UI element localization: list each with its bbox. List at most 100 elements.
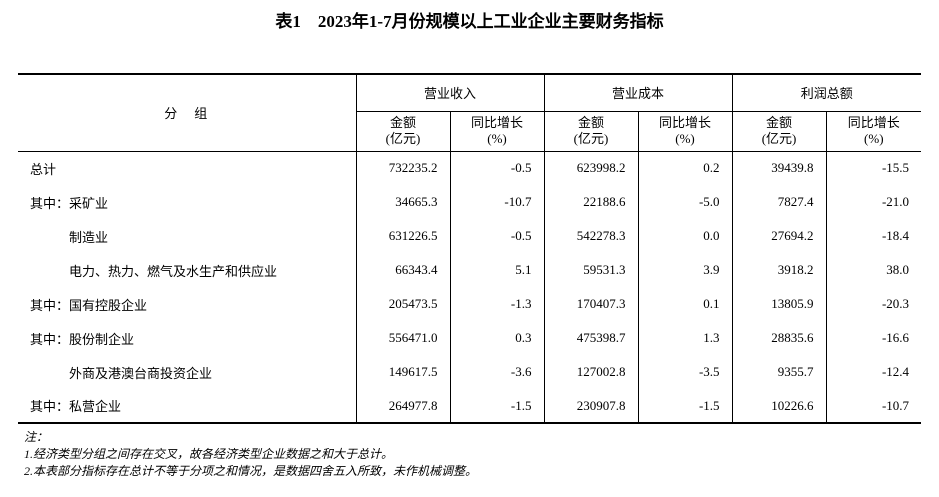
revenue-growth-cell: -0.5 <box>449 219 545 253</box>
group-prefix <box>30 230 69 245</box>
group-label-cell: 其中：国有控股企业 <box>18 287 356 321</box>
group-prefix <box>30 366 69 381</box>
column-header-group: 分 组 <box>18 74 356 152</box>
financial-indicators-table: 分 组 营业收入 营业成本 利润总额 金额 (亿元) 同比增长 (%) 金额 (亿元)… <box>18 73 922 424</box>
profit-amount-cell: 10226.6 <box>731 389 827 423</box>
group-label-cell: 其中：股份制企业 <box>18 321 356 355</box>
table-row: 电力、热力、燃气及水生产和供应业 66343.4 5.1 59531.3 3.9… <box>18 253 922 287</box>
profit-growth-cell: -12.4 <box>825 355 922 389</box>
header-line: (亿元) <box>385 131 421 146</box>
header-line: 同比增长 <box>847 115 900 130</box>
group-name: 采矿业 <box>69 195 109 211</box>
group-name: 外商及港澳台商投资企业 <box>69 365 213 381</box>
header-row-groups: 分 组 营业收入 营业成本 利润总额 <box>18 74 922 152</box>
group-label-cell: 制造业 <box>18 219 356 253</box>
cost-amount-cell: 475398.7 <box>543 321 639 355</box>
group-name: 国有控股企业 <box>69 297 148 313</box>
header-line: 金额 <box>766 115 793 130</box>
column-header-profit-growth: 同比增长 (%) <box>825 111 922 152</box>
profit-amount-cell: 39439.8 <box>731 151 827 185</box>
header-line: (%) <box>487 131 507 146</box>
profit-growth-cell: 38.0 <box>825 253 922 287</box>
column-header-cost-amount: 金额 (亿元) <box>543 111 639 152</box>
column-header-profit-amount: 金额 (亿元) <box>731 111 827 152</box>
table-row: 制造业 631226.5 -0.5 542278.3 0.0 27694.2 -… <box>18 219 922 253</box>
profit-amount-cell: 28835.6 <box>731 321 827 355</box>
header-line: 金额 <box>578 115 605 130</box>
revenue-growth-cell: -1.5 <box>449 389 545 423</box>
cost-growth-cell: 0.0 <box>637 219 733 253</box>
profit-growth-cell: -15.5 <box>825 151 922 185</box>
header-line: (%) <box>675 131 695 146</box>
cost-amount-cell: 623998.2 <box>543 151 639 185</box>
profit-growth-cell: -18.4 <box>825 219 922 253</box>
cost-amount-cell: 542278.3 <box>543 219 639 253</box>
cost-growth-cell: 3.9 <box>637 253 733 287</box>
header-row-subcolumns: 金额 (亿元) 同比增长 (%) 金额 (亿元) 同比增长 (%) 金额 (亿元) 同比增… <box>18 111 922 152</box>
group-name: 私营企业 <box>69 399 122 414</box>
footnote-item: 1.经济类型分组之间存在交叉，故各经济类型企业数据之和大于总计。 <box>24 447 394 461</box>
cost-growth-cell: -3.5 <box>637 355 733 389</box>
cost-amount-cell: 127002.8 <box>543 355 639 389</box>
cost-amount-cell: 59531.3 <box>543 253 639 287</box>
revenue-amount-cell: 66343.4 <box>355 253 450 287</box>
column-header-revenue-growth: 同比增长 (%) <box>449 111 545 152</box>
page-title: 表1 2023年1-7月份规模以上工业企业主要财务指标 <box>275 12 664 31</box>
revenue-growth-cell: -3.6 <box>449 355 545 389</box>
profit-growth-cell: -16.6 <box>825 321 922 355</box>
header-line: 同比增长 <box>659 115 712 130</box>
revenue-amount-cell: 556471.0 <box>355 321 450 355</box>
table-row: 其中：私营企业 264977.8 -1.5 230907.8 -1.5 1022… <box>18 389 922 423</box>
group-name: 电力、热力、燃气及水生产和供应业 <box>69 263 278 279</box>
revenue-amount-cell: 264977.8 <box>355 389 450 423</box>
column-header-profit: 利润总额 <box>731 74 922 112</box>
column-header-revenue-amount: 金额 (亿元) <box>355 111 450 152</box>
cost-amount-cell: 230907.8 <box>543 389 639 423</box>
cost-growth-cell: -5.0 <box>637 185 733 219</box>
group-name: 股份制企业 <box>69 331 135 347</box>
header-line: 金额 <box>389 115 416 130</box>
column-header-revenue: 营业收入 <box>355 74 545 112</box>
header-line: 同比增长 <box>471 115 524 130</box>
profit-amount-cell: 9355.7 <box>731 355 827 389</box>
group-label-cell: 其中：采矿业 <box>18 185 356 219</box>
cost-amount-cell: 22188.6 <box>543 185 639 219</box>
group-label-cell: 其中：私营企业 <box>18 389 356 423</box>
footnotes: 注： 1.经济类型分组之间存在交叉，故各经济类型企业数据之和大于总计。 2.本表… <box>24 429 939 480</box>
revenue-amount-cell: 732235.2 <box>355 151 450 185</box>
footnote-item: 2.本表部分指标存在总计不等于分项之和情况，是数据四舍五入所致，未作机械调整。 <box>24 464 478 478</box>
group-label-cell: 总计 <box>18 151 356 185</box>
revenue-amount-cell: 631226.5 <box>355 219 450 253</box>
revenue-growth-cell: -0.5 <box>449 151 545 185</box>
profit-amount-cell: 13805.9 <box>731 287 827 321</box>
profit-amount-cell: 27694.2 <box>731 219 827 253</box>
group-name: 总计 <box>30 161 57 177</box>
group-prefix: 其中： <box>30 399 70 414</box>
header-line: (亿元) <box>761 131 797 146</box>
revenue-amount-cell: 34665.3 <box>355 185 450 219</box>
header-line: (亿元) <box>573 131 609 146</box>
profit-amount-cell: 3918.2 <box>731 253 827 287</box>
group-prefix: 其中： <box>30 297 70 313</box>
group-prefix: 其中： <box>30 331 70 347</box>
group-name: 制造业 <box>69 229 109 245</box>
revenue-growth-cell: 0.3 <box>449 321 545 355</box>
group-prefix <box>30 264 69 279</box>
profit-growth-cell: -21.0 <box>825 185 922 219</box>
revenue-growth-cell: -1.3 <box>449 287 545 321</box>
revenue-amount-cell: 149617.5 <box>355 355 450 389</box>
header-line: (%) <box>864 131 884 146</box>
table-row: 其中：采矿业 34665.3 -10.7 22188.6 -5.0 7827.4… <box>18 185 922 219</box>
revenue-amount-cell: 205473.5 <box>355 287 450 321</box>
cost-amount-cell: 170407.3 <box>543 287 639 321</box>
table-row: 其中：国有控股企业 205473.5 -1.3 170407.3 0.1 138… <box>18 287 922 321</box>
table-row: 其中：股份制企业 556471.0 0.3 475398.7 1.3 28835… <box>18 321 922 355</box>
footnote-label: 注： <box>24 430 49 444</box>
cost-growth-cell: 0.1 <box>637 287 733 321</box>
revenue-growth-cell: -10.7 <box>449 185 545 219</box>
group-label-cell: 外商及港澳台商投资企业 <box>18 355 356 389</box>
table-row: 外商及港澳台商投资企业 149617.5 -3.6 127002.8 -3.5 … <box>18 355 922 389</box>
column-header-cost: 营业成本 <box>543 74 733 112</box>
cost-growth-cell: -1.5 <box>637 389 733 423</box>
revenue-growth-cell: 5.1 <box>449 253 545 287</box>
